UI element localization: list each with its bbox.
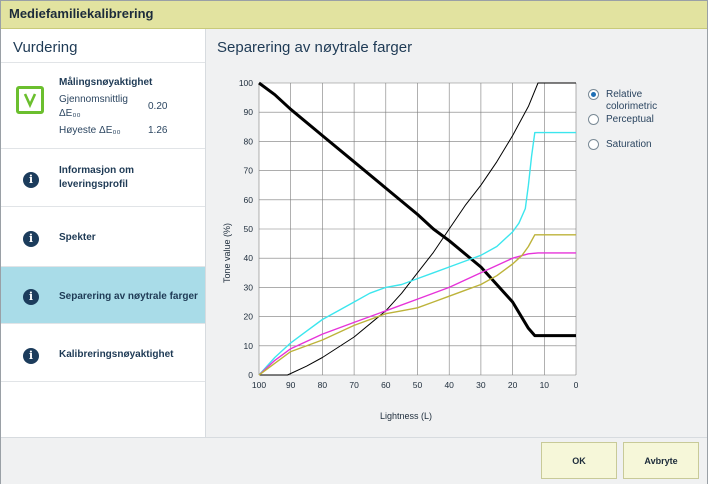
x-tick-label: 100 <box>252 380 266 390</box>
sidebar-item-measurement-accuracy[interactable]: Målingsnøyaktighet Gjennomsnittlig ΔE₀₀ … <box>1 62 205 149</box>
y-axis-label: Tone value (%) <box>222 223 232 283</box>
measurement-title: Målingsnøyaktighet <box>59 77 153 88</box>
info-icon: i <box>23 348 39 364</box>
x-tick-label: 90 <box>286 380 296 390</box>
cancel-button[interactable]: Avbryte <box>623 442 699 479</box>
sidebar-item-delivery-profile[interactable]: i Informasjon om leveringsprofil <box>1 148 205 207</box>
info-icon: i <box>23 289 39 305</box>
sidebar: Vurdering Målingsnøyaktighet Gjennomsnit… <box>1 29 206 437</box>
series-line <box>258 252 576 376</box>
y-tick-label: 90 <box>244 107 254 117</box>
x-tick-label: 0 <box>574 380 579 390</box>
x-tick-label: 10 <box>540 380 550 390</box>
series-line <box>258 131 576 376</box>
x-tick-label: 30 <box>476 380 486 390</box>
rendering-option-label-line2: colorimetric <box>606 101 658 112</box>
page-title: Separering av nøytrale farger <box>217 39 413 56</box>
y-tick-label: 40 <box>244 253 254 263</box>
x-tick-label: 40 <box>444 380 454 390</box>
radio-icon <box>588 89 599 100</box>
radio-icon <box>588 139 599 150</box>
sidebar-item-label: Spekter <box>59 232 96 243</box>
sidebar-item-calibration-accuracy[interactable]: i Kalibreringsnøyaktighet <box>1 323 205 382</box>
y-tick-label: 60 <box>244 195 254 205</box>
sidebar-title: Vurdering <box>13 39 78 56</box>
average-delta-e-label: Gjennomsnittlig <box>59 94 128 105</box>
x-tick-label: 20 <box>508 380 518 390</box>
radio-icon <box>588 114 599 125</box>
max-delta-e-value: 1.26 <box>148 125 168 136</box>
sidebar-item-gamut[interactable]: i Spekter <box>1 206 205 267</box>
footer-bar: OK Avbryte <box>1 437 707 484</box>
x-tick-label: 50 <box>413 380 423 390</box>
x-tick-label: 60 <box>381 380 391 390</box>
y-tick-label: 70 <box>244 166 254 176</box>
rendering-option-label: Perceptual <box>606 114 654 125</box>
info-icon: i <box>23 172 39 188</box>
x-axis-label: Lightness (L) <box>380 411 432 421</box>
sidebar-item-label: Informasjon om <box>59 165 135 176</box>
neutral-separation-chart: 100 90 80 70 60 50 40 30 20 10 0010203040506070809… <box>222 78 579 421</box>
info-icon: i <box>23 231 39 247</box>
main-panel: Separering av nøytrale farger 100 90 80 70 6… <box>206 29 707 437</box>
x-tick-label: 80 <box>318 380 328 390</box>
series-line <box>258 81 576 338</box>
rendering-option-label: Relative <box>606 89 643 100</box>
window-title: Mediefamiliekalibrering <box>9 6 154 21</box>
series-line <box>258 234 576 376</box>
y-tick-label: 30 <box>244 282 254 292</box>
y-tick-label: 100 <box>239 78 253 88</box>
rendering-option-label: Saturation <box>606 139 652 150</box>
sidebar-item-label-line2: leveringsprofil <box>59 179 128 190</box>
y-tick-label: 50 <box>244 224 254 234</box>
sidebar-item-neutral-separation[interactable]: i Separering av nøytrale farger <box>1 266 205 324</box>
y-tick-label: 80 <box>244 136 254 146</box>
title-bar: Mediefamiliekalibrering <box>1 1 707 29</box>
checkmark-icon <box>16 86 44 114</box>
x-tick-label: 70 <box>349 380 359 390</box>
y-tick-label: 10 <box>244 341 254 351</box>
series-line <box>259 82 576 376</box>
y-tick-label: 0 <box>248 370 253 380</box>
max-delta-e-label: Høyeste ΔE₀₀ <box>59 125 121 136</box>
average-delta-e-value: 0.20 <box>148 101 168 112</box>
ok-button[interactable]: OK <box>541 442 617 479</box>
average-delta-e-unit: ΔE₀₀ <box>59 108 81 119</box>
sidebar-item-label: Separering av nøytrale farger <box>59 291 198 302</box>
y-tick-label: 20 <box>244 312 254 322</box>
sidebar-item-label: Kalibreringsnøyaktighet <box>59 349 174 360</box>
